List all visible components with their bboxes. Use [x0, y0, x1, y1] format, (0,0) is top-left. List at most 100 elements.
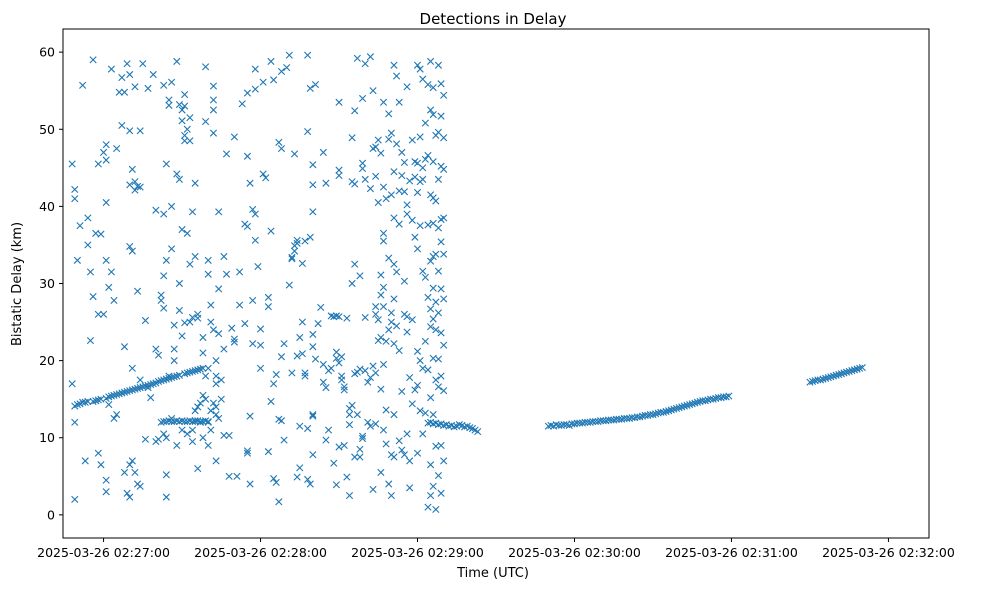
data-point — [220, 252, 228, 261]
data-point — [157, 377, 165, 385]
data-point — [343, 314, 351, 322]
data-point — [76, 222, 84, 230]
data-point — [126, 461, 134, 469]
data-point — [466, 424, 474, 432]
data-point — [272, 370, 280, 379]
data-point — [845, 367, 853, 376]
data-point — [322, 179, 330, 187]
data-point — [84, 397, 92, 406]
data-point — [424, 293, 432, 301]
data-point — [424, 366, 432, 374]
data-point — [267, 57, 275, 65]
data-point — [398, 387, 406, 396]
data-point — [84, 241, 92, 249]
data-point — [416, 133, 424, 141]
data-point — [403, 201, 411, 209]
data-point — [191, 407, 199, 415]
data-point — [408, 400, 416, 408]
data-point — [413, 381, 422, 389]
data-point — [86, 336, 95, 345]
data-point — [377, 149, 385, 157]
data-point — [188, 208, 197, 216]
data-point — [335, 171, 343, 180]
data-point — [832, 371, 840, 379]
data-point — [403, 328, 411, 336]
data-point — [364, 378, 372, 386]
data-point — [160, 304, 168, 312]
data-point — [309, 161, 317, 169]
data-point — [379, 229, 388, 237]
data-point — [392, 72, 401, 80]
data-point — [358, 432, 367, 440]
data-point — [816, 376, 825, 384]
data-point — [304, 127, 312, 136]
data-point — [392, 140, 401, 148]
data-point — [358, 159, 367, 167]
data-point — [212, 357, 220, 365]
data-point — [416, 222, 424, 230]
data-point — [387, 491, 395, 500]
data-point — [372, 303, 380, 311]
data-point — [808, 377, 817, 386]
data-point — [372, 420, 380, 428]
data-point — [421, 337, 429, 345]
data-point — [421, 273, 429, 281]
data-point — [366, 53, 375, 61]
data-point — [290, 247, 299, 255]
data-point — [199, 333, 207, 342]
data-point — [280, 436, 288, 444]
data-point — [144, 384, 152, 392]
data-point — [97, 230, 105, 238]
data-point — [429, 158, 437, 166]
plot-frame — [62, 28, 930, 539]
data-point — [183, 229, 191, 237]
data-point — [306, 480, 314, 488]
data-point — [186, 318, 194, 326]
data-point — [385, 135, 393, 143]
data-point — [256, 364, 265, 372]
data-point — [267, 227, 275, 235]
data-point — [419, 175, 427, 183]
data-point — [167, 202, 176, 210]
data-point — [131, 385, 139, 393]
data-point — [379, 426, 388, 434]
data-point — [335, 359, 343, 367]
data-point — [194, 403, 202, 411]
data-point — [824, 373, 832, 382]
data-point — [361, 60, 369, 68]
data-point — [327, 312, 335, 320]
data-point — [241, 320, 249, 328]
data-point — [427, 257, 435, 265]
data-point — [722, 393, 730, 401]
data-point — [251, 85, 259, 93]
data-point — [270, 76, 278, 84]
data-point — [369, 485, 377, 494]
data-point — [382, 195, 390, 203]
data-point — [330, 313, 338, 321]
data-point — [183, 430, 191, 438]
data-point — [165, 96, 173, 104]
data-point — [144, 84, 152, 92]
data-point — [652, 410, 660, 418]
data-point — [175, 417, 184, 426]
data-point — [400, 188, 409, 196]
data-point — [191, 252, 199, 261]
data-point — [194, 366, 202, 374]
data-point — [419, 364, 427, 372]
data-point — [186, 114, 194, 122]
data-point — [118, 121, 126, 129]
data-point — [390, 168, 398, 176]
data-point — [160, 81, 168, 89]
data-point — [395, 98, 403, 106]
data-point — [432, 376, 440, 384]
data-point — [413, 245, 422, 253]
data-point — [440, 457, 448, 465]
data-point — [113, 144, 121, 153]
data-point — [175, 175, 184, 183]
data-point — [162, 160, 170, 168]
data-point — [672, 404, 681, 413]
data-point — [167, 245, 176, 253]
data-point — [141, 435, 150, 443]
data-point — [437, 329, 445, 337]
data-point — [170, 357, 178, 365]
